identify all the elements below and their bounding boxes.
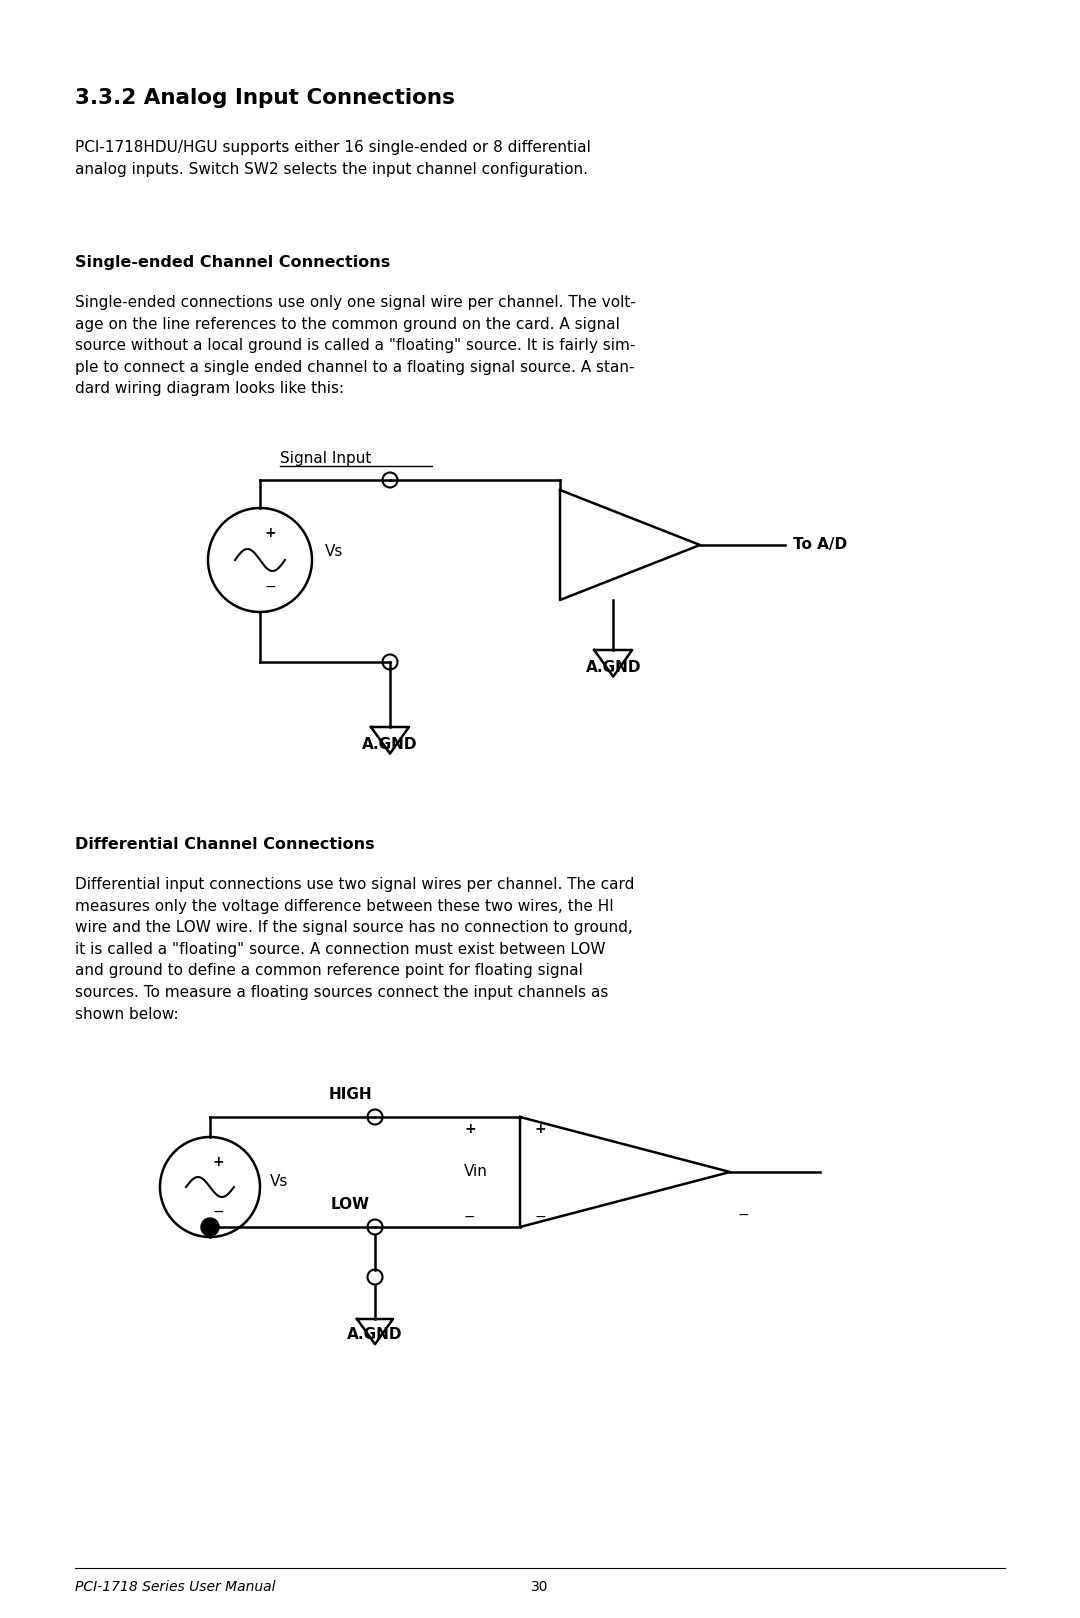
- Text: −: −: [265, 579, 275, 594]
- Text: +: +: [265, 526, 275, 540]
- Text: A.GND: A.GND: [348, 1327, 403, 1341]
- Text: Differential input connections use two signal wires per channel. The card
measur: Differential input connections use two s…: [75, 877, 634, 1021]
- Circle shape: [201, 1218, 219, 1236]
- Text: −: −: [464, 1210, 475, 1223]
- Text: HIGH: HIGH: [328, 1087, 372, 1102]
- Text: A.GND: A.GND: [585, 660, 640, 675]
- Text: A.GND: A.GND: [362, 738, 418, 752]
- Text: Signal Input: Signal Input: [280, 451, 372, 466]
- Text: 30: 30: [531, 1581, 549, 1594]
- Text: Vin: Vin: [464, 1165, 488, 1180]
- Text: PCI-1718HDU/HGU supports either 16 single-ended or 8 differential
analog inputs.: PCI-1718HDU/HGU supports either 16 singl…: [75, 141, 591, 176]
- Text: +: +: [212, 1155, 224, 1168]
- Text: To A/D: To A/D: [793, 537, 847, 552]
- Text: PCI-1718 Series User Manual: PCI-1718 Series User Manual: [75, 1581, 275, 1594]
- Text: Single-ended Channel Connections: Single-ended Channel Connections: [75, 256, 390, 270]
- Text: +: +: [535, 1121, 546, 1136]
- Text: −: −: [535, 1210, 546, 1223]
- Text: −: −: [738, 1209, 750, 1222]
- Text: Differential Channel Connections: Differential Channel Connections: [75, 837, 375, 853]
- Text: LOW: LOW: [330, 1197, 369, 1212]
- Text: Vs: Vs: [325, 545, 343, 560]
- Text: −: −: [212, 1205, 224, 1218]
- Text: Vs: Vs: [270, 1175, 288, 1189]
- Text: Single-ended connections use only one signal wire per channel. The volt-
age on : Single-ended connections use only one si…: [75, 294, 636, 396]
- Text: 3.3.2 Analog Input Connections: 3.3.2 Analog Input Connections: [75, 87, 455, 108]
- Text: +: +: [464, 1121, 475, 1136]
